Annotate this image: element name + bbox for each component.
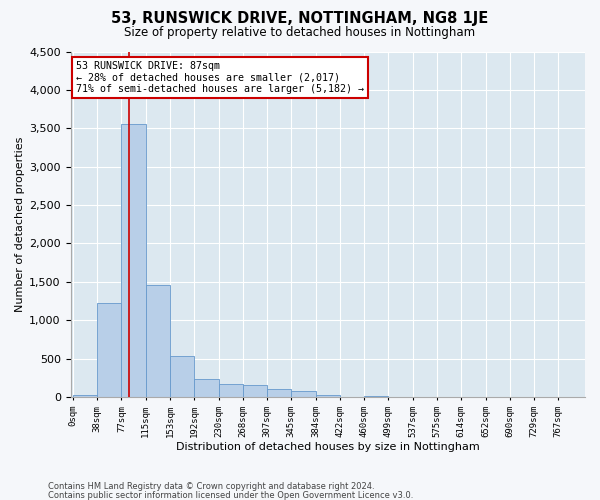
X-axis label: Distribution of detached houses by size in Nottingham: Distribution of detached houses by size … [176,442,479,452]
Bar [146,285,170,397]
Bar [292,392,316,397]
Bar [243,385,267,397]
Text: Contains HM Land Registry data © Crown copyright and database right 2024.: Contains HM Land Registry data © Crown c… [48,482,374,491]
Bar [267,390,292,397]
Bar [194,380,218,397]
Bar [97,302,121,397]
Text: Contains public sector information licensed under the Open Government Licence v3: Contains public sector information licen… [48,491,413,500]
Bar [218,384,243,397]
Bar [121,124,146,397]
Text: 53, RUNSWICK DRIVE, NOTTINGHAM, NG8 1JE: 53, RUNSWICK DRIVE, NOTTINGHAM, NG8 1JE [112,11,488,26]
Bar [364,396,388,397]
Text: Size of property relative to detached houses in Nottingham: Size of property relative to detached ho… [124,26,476,39]
Bar [73,395,97,397]
Bar [170,356,194,397]
Bar [316,395,340,397]
Y-axis label: Number of detached properties: Number of detached properties [15,136,25,312]
Text: 53 RUNSWICK DRIVE: 87sqm
← 28% of detached houses are smaller (2,017)
71% of sem: 53 RUNSWICK DRIVE: 87sqm ← 28% of detach… [76,60,364,94]
